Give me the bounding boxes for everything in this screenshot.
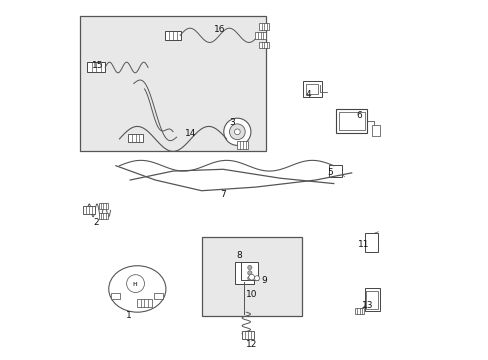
Text: 14: 14 <box>185 129 196 138</box>
FancyBboxPatch shape <box>364 288 379 311</box>
Text: 4: 4 <box>305 90 311 99</box>
FancyBboxPatch shape <box>201 237 301 316</box>
FancyBboxPatch shape <box>154 293 163 299</box>
Ellipse shape <box>108 266 165 312</box>
FancyBboxPatch shape <box>255 32 265 39</box>
Text: 8: 8 <box>236 251 242 260</box>
FancyBboxPatch shape <box>237 141 248 149</box>
FancyBboxPatch shape <box>302 81 322 97</box>
Text: 6: 6 <box>355 111 361 120</box>
FancyBboxPatch shape <box>137 299 151 307</box>
Text: 12: 12 <box>245 340 257 349</box>
FancyBboxPatch shape <box>328 165 342 177</box>
Text: H: H <box>132 282 137 287</box>
Text: 16: 16 <box>213 26 225 35</box>
Text: 9: 9 <box>261 275 266 284</box>
Text: 2: 2 <box>93 219 99 228</box>
Text: 7: 7 <box>220 190 225 199</box>
FancyBboxPatch shape <box>234 262 254 284</box>
FancyBboxPatch shape <box>87 63 105 72</box>
Circle shape <box>224 118 250 145</box>
FancyBboxPatch shape <box>371 125 379 136</box>
Circle shape <box>247 271 251 275</box>
Text: 5: 5 <box>326 168 332 177</box>
FancyBboxPatch shape <box>99 212 108 219</box>
FancyBboxPatch shape <box>364 233 377 252</box>
FancyBboxPatch shape <box>336 109 366 133</box>
Circle shape <box>229 124 244 140</box>
FancyBboxPatch shape <box>259 42 268 48</box>
Circle shape <box>234 129 240 135</box>
Text: 1: 1 <box>125 311 131 320</box>
Text: 13: 13 <box>361 301 373 310</box>
FancyBboxPatch shape <box>99 203 108 209</box>
FancyBboxPatch shape <box>354 308 363 314</box>
Text: 11: 11 <box>358 240 369 249</box>
FancyBboxPatch shape <box>242 332 254 339</box>
Circle shape <box>126 275 144 293</box>
Circle shape <box>254 276 259 281</box>
FancyBboxPatch shape <box>306 84 318 94</box>
Text: 3: 3 <box>229 118 234 127</box>
FancyBboxPatch shape <box>241 262 258 280</box>
FancyBboxPatch shape <box>259 23 268 30</box>
FancyBboxPatch shape <box>338 112 364 130</box>
FancyBboxPatch shape <box>83 206 95 214</box>
Circle shape <box>248 274 254 280</box>
Circle shape <box>247 276 251 280</box>
Text: 15: 15 <box>92 61 103 70</box>
Text: 10: 10 <box>245 290 257 299</box>
FancyBboxPatch shape <box>164 31 181 40</box>
FancyBboxPatch shape <box>80 16 265 152</box>
FancyBboxPatch shape <box>111 293 120 299</box>
FancyBboxPatch shape <box>366 291 378 309</box>
Circle shape <box>247 265 251 270</box>
FancyBboxPatch shape <box>128 134 142 142</box>
